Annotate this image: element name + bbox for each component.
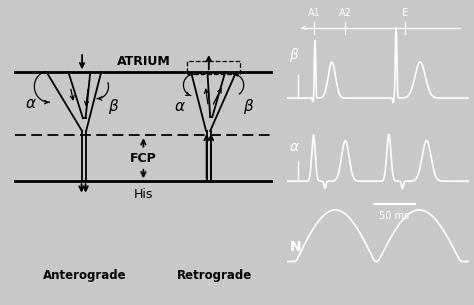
Text: β: β [108, 99, 118, 114]
Text: A2: A2 [339, 8, 352, 18]
Text: Anterograde: Anterograde [43, 269, 127, 282]
Text: N: N [290, 240, 301, 254]
Text: β: β [290, 48, 298, 62]
Text: 50 ms: 50 ms [379, 211, 410, 221]
Text: A1: A1 [308, 8, 320, 18]
Text: α: α [26, 96, 36, 111]
Text: α: α [290, 140, 299, 154]
Text: β: β [243, 99, 253, 114]
Text: His: His [134, 188, 153, 201]
Text: FCP: FCP [130, 152, 157, 165]
Text: α: α [174, 99, 184, 114]
Text: ATRIUM: ATRIUM [117, 55, 170, 68]
Text: Retrograde: Retrograde [177, 269, 252, 282]
Text: E: E [402, 8, 409, 18]
